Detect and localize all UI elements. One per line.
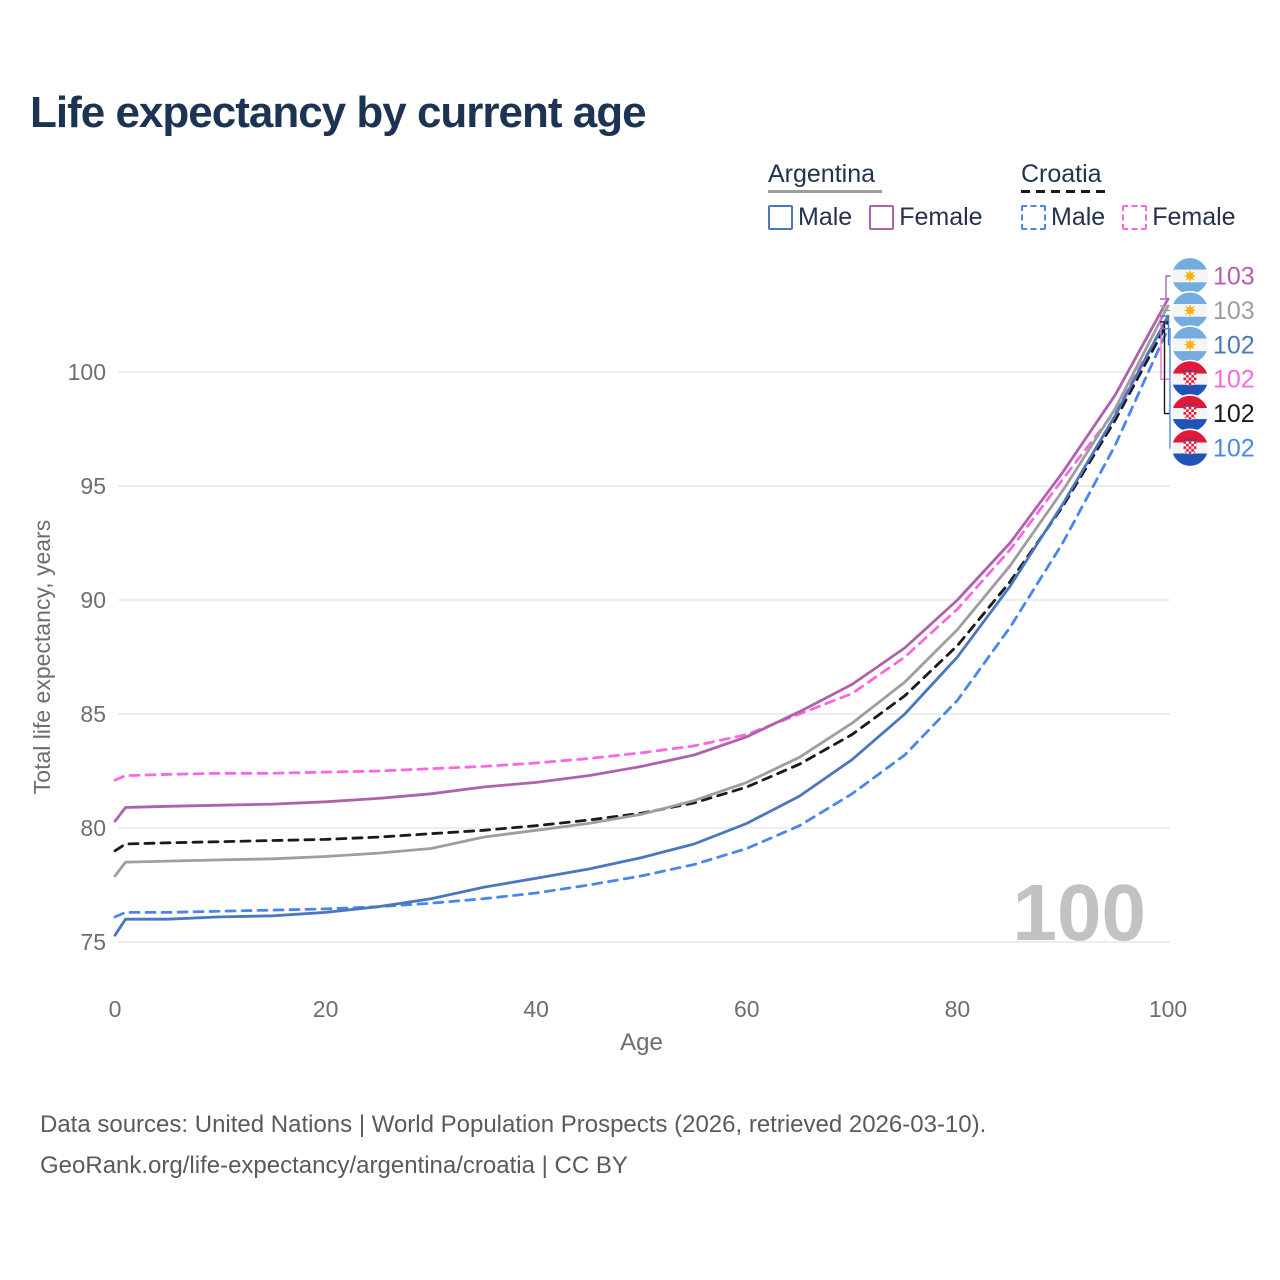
argentina-male-swatch-icon [768, 205, 793, 230]
legend-item-argentina-female[interactable]: Female [869, 203, 983, 232]
legend-country-croatia[interactable]: Croatia [1021, 160, 1102, 188]
x-tick-label-20: 20 [313, 996, 339, 1022]
y-axis-title: Total life expectancy, years [29, 520, 55, 794]
end-value-label-croatia-female: 102 [1213, 366, 1255, 394]
line-croatia-male [113, 327, 1170, 919]
frame-counter-watermark: 100 [1013, 868, 1146, 957]
croatia-line-style-sample [1021, 190, 1107, 193]
end-value-label-croatia-male: 102 [1213, 435, 1255, 463]
legend-item-argentina-male[interactable]: Male [768, 203, 852, 232]
end-value-label-croatia: 102 [1213, 400, 1255, 428]
croatia-female-swatch-icon [1122, 205, 1148, 230]
argentina-line-style-sample [768, 190, 882, 193]
life-expectancy-chart[interactable]: 100 75 80 85 90 95 100 0 20 40 60 80 100 Age Total li… [0, 0, 1280, 1080]
line-croatia-female [113, 315, 1170, 782]
legend-label-croatia-male: Male [1051, 203, 1106, 231]
x-axis-title: Age [620, 1029, 663, 1056]
argentina-flag-icon [1171, 257, 1209, 295]
leader-line-croatia-female [1160, 316, 1172, 380]
y-tick-label-95: 95 [80, 473, 106, 499]
end-value-label-argentina: 103 [1213, 297, 1255, 325]
leader-line-argentina [1160, 305, 1172, 312]
footer: Data sources: United Nations | World Pop… [40, 1104, 986, 1186]
legend-group-argentina: Argentina Male Female [768, 161, 1000, 232]
legend-item-croatia-female[interactable]: Female [1122, 203, 1236, 232]
legend-group-croatia: Croatia Male Female [1021, 161, 1253, 232]
legend-country-argentina[interactable]: Argentina [768, 160, 876, 188]
y-tick-label-80: 80 [80, 815, 106, 841]
citation-line: GeoRank.org/life-expectancy/argentina/cr… [40, 1152, 628, 1179]
x-tick-label-100: 100 [1149, 996, 1187, 1022]
croatia-flag-icon [1171, 429, 1209, 467]
y-tick-label-90: 90 [80, 587, 106, 613]
legend-label-argentina-female: Female [899, 203, 983, 231]
line-croatia [113, 320, 1170, 853]
leader-line-argentina-female [1160, 275, 1172, 300]
croatia-flag-icon [1171, 360, 1209, 398]
end-value-label-argentina-female: 103 [1213, 263, 1255, 291]
x-tick-label-0: 0 [109, 996, 122, 1022]
line-argentina-male [113, 314, 1170, 937]
y-tick-label-85: 85 [80, 701, 106, 727]
line-argentina [113, 304, 1170, 878]
x-tick-label-40: 40 [523, 996, 549, 1022]
x-tick-label-60: 60 [734, 996, 760, 1022]
leader-line-croatia [1160, 321, 1172, 415]
argentina-flag-icon [1171, 291, 1209, 329]
data-series [113, 297, 1170, 937]
croatia-male-swatch-icon [1021, 205, 1046, 230]
y-tick-label-100: 100 [68, 359, 106, 385]
page-title: Life expectancy by current age [30, 88, 647, 137]
croatia-flag-icon [1171, 395, 1209, 433]
legend-label-argentina-male: Male [798, 203, 853, 231]
x-tick-label-80: 80 [945, 996, 971, 1022]
end-annotations: 103 103 102 102 102 102 [1160, 257, 1255, 467]
axis-labels: 75 80 85 90 95 100 0 20 40 60 80 100 Age Total life e… [29, 359, 1187, 1056]
data-sources-line: Data sources: United Nations | World Pop… [40, 1111, 987, 1138]
legend-item-croatia-male[interactable]: Male [1021, 203, 1105, 232]
leader-line-croatia-male [1160, 328, 1172, 449]
line-argentina-female [113, 297, 1170, 823]
argentina-flag-icon [1171, 326, 1209, 364]
argentina-female-swatch-icon [869, 205, 895, 230]
y-tick-label-75: 75 [80, 929, 106, 955]
end-value-label-argentina-male: 102 [1213, 331, 1255, 359]
legend-label-croatia-female: Female [1152, 203, 1236, 231]
